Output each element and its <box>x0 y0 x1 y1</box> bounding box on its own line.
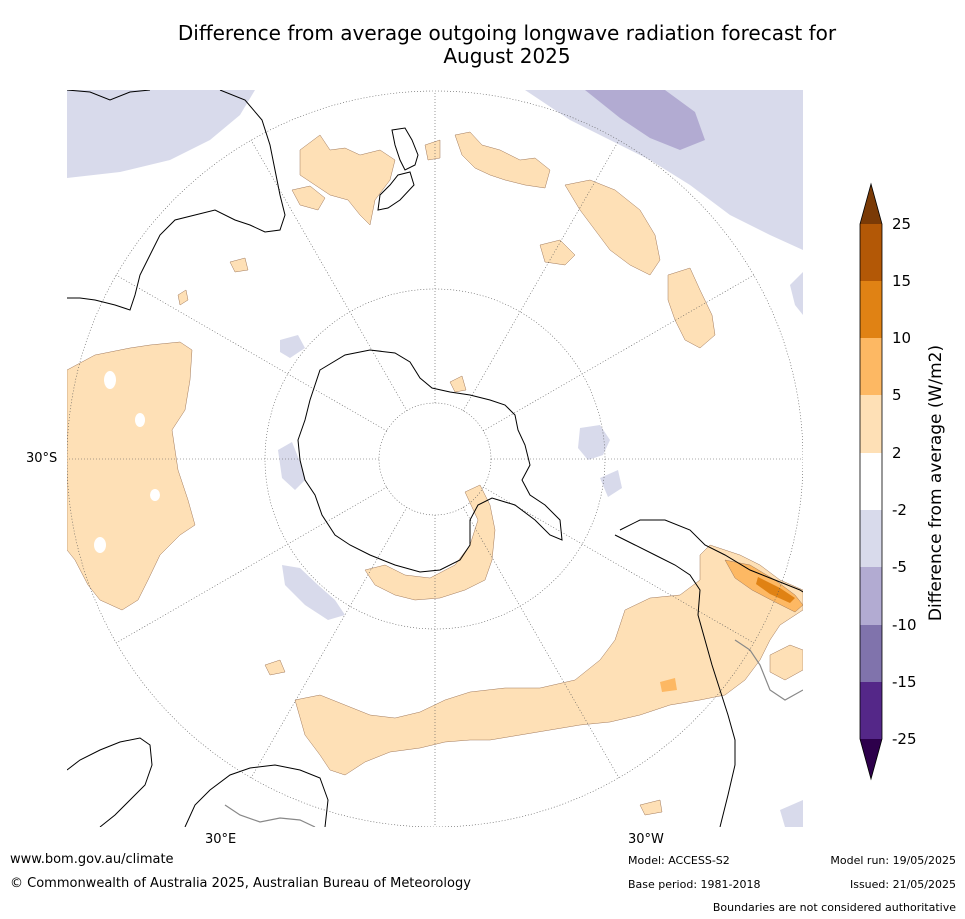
title-line-2: August 2025 <box>443 44 571 68</box>
latitude-label-30s: 30°S <box>26 451 58 466</box>
anomaly-region <box>525 90 803 250</box>
anomaly-region <box>229 257 249 273</box>
meridian <box>250 506 408 779</box>
country-boundaries <box>224 639 803 827</box>
colorbar <box>859 182 883 781</box>
colorbar-tick: 5 <box>892 386 902 404</box>
anomaly-region <box>299 134 396 226</box>
colorbar-band <box>860 338 882 395</box>
africa-coastline <box>67 737 329 827</box>
anomaly-region <box>660 678 677 692</box>
anomaly-region <box>280 335 305 358</box>
colorbar-tick: -2 <box>892 501 907 519</box>
positive-anomaly-regions <box>67 131 803 816</box>
colorbar-outline <box>859 182 883 781</box>
anomaly-region <box>585 90 705 150</box>
meridian <box>482 274 755 432</box>
meridian <box>482 486 755 644</box>
negative-anomaly-regions <box>67 90 803 827</box>
colorbar-band <box>860 567 882 625</box>
anomaly-region <box>264 659 286 676</box>
gap <box>135 413 145 427</box>
anomaly-region <box>364 484 496 601</box>
anomaly-region <box>790 272 803 315</box>
colorbar-extend-max <box>860 184 882 224</box>
colorbar-tick: -15 <box>892 673 917 691</box>
footer-issued: Issued: 21/05/2025 <box>849 878 956 891</box>
meridian <box>115 486 388 644</box>
anomaly-region <box>578 425 610 460</box>
anomaly-region <box>294 544 803 776</box>
colorbar-band <box>860 395 882 453</box>
colorbar-extend-min <box>860 739 882 779</box>
colorbar-band <box>860 625 882 682</box>
gap <box>150 489 160 501</box>
anomaly-region <box>600 470 622 497</box>
footer-model: Model: ACCESS-S2 <box>628 854 730 867</box>
graticule <box>67 90 803 827</box>
anomaly-region <box>67 90 255 178</box>
anomaly-region <box>769 644 803 681</box>
footer-copyright: © Commonwealth of Australia 2025, Austra… <box>10 876 471 891</box>
colorbar-band <box>860 281 882 338</box>
colorbar-tick: -25 <box>892 730 917 748</box>
colorbar-band <box>860 682 882 739</box>
colorbar-tick: 25 <box>892 215 912 233</box>
meridian <box>462 506 620 779</box>
gap <box>104 371 116 389</box>
anomaly-region <box>291 185 326 211</box>
longitude-label-30w: 30°W <box>628 832 664 847</box>
footer-disclaimer: Boundaries are not considered authoritat… <box>712 901 956 914</box>
anomaly-region <box>564 179 661 276</box>
colorbar-tick: 2 <box>892 444 902 462</box>
map-title: Difference from average outgoing longwav… <box>67 22 947 68</box>
title-line-1: Difference from average outgoing longwav… <box>177 21 837 45</box>
meridian <box>250 139 408 412</box>
colorbar-band <box>860 453 882 510</box>
meridian <box>115 274 388 432</box>
anomaly-region <box>539 239 576 266</box>
footer-base-period: Base period: 1981-2018 <box>628 878 761 891</box>
meridian <box>462 139 620 412</box>
australia-coastline <box>67 90 286 311</box>
coastlines <box>67 90 803 827</box>
colorbar-tick: -5 <box>892 558 907 576</box>
antarctica-coastline <box>297 349 563 573</box>
gap <box>94 537 106 553</box>
longitude-label-30e: 30°E <box>205 832 237 847</box>
boundary-line <box>734 639 803 701</box>
colorbar-tick: 10 <box>892 329 912 347</box>
colorbar-band <box>860 224 882 281</box>
anomaly-region <box>756 577 795 603</box>
footer-model-run: Model run: 19/05/2025 <box>830 854 956 867</box>
boundary-line <box>224 804 316 827</box>
colorbar-band <box>860 510 882 567</box>
footer-url: www.bom.gov.au/climate <box>10 852 174 867</box>
anomaly-region <box>177 289 189 306</box>
colorbar-tick: -10 <box>892 616 917 634</box>
anomaly-region <box>454 131 551 189</box>
new-zealand-coastline <box>377 127 419 211</box>
colorbar-tick: 15 <box>892 272 912 290</box>
anomaly-region <box>449 375 467 393</box>
anomaly-region <box>780 800 803 827</box>
anomaly-region <box>282 565 345 620</box>
anomaly-region <box>639 799 663 816</box>
colorbar-label: Difference from average (W/m2) <box>926 344 946 622</box>
south-america-coastline <box>614 519 803 827</box>
anomaly-region <box>667 267 716 349</box>
map-area <box>67 90 803 827</box>
positive-region-gaps <box>94 371 160 553</box>
anomaly-region <box>278 442 305 490</box>
